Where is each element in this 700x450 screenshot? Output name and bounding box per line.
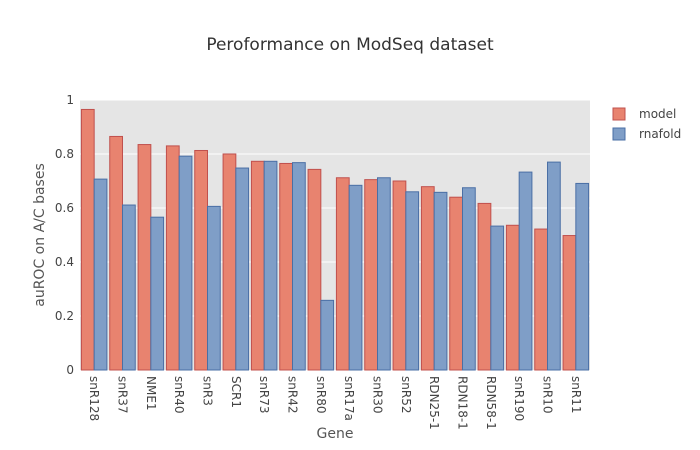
bar-rnafold [405, 191, 420, 371]
legend-swatch-rnafold [612, 127, 626, 141]
y-axis-title: auROC on A/C bases [32, 163, 48, 307]
bar-model [562, 235, 577, 371]
y-tick-labels: 0 0.2 0.4 0.6 0.8 1 [55, 93, 74, 377]
x-tick-label: snR17a [342, 376, 356, 421]
bar-rnafold [490, 225, 505, 371]
bar-rnafold [547, 161, 561, 371]
bar-rnafold [263, 160, 278, 371]
bar-rnafold [93, 178, 108, 371]
bar-model [194, 149, 208, 371]
bar-rnafold [575, 182, 590, 371]
x-tick-label: RDN25-1 [427, 376, 441, 430]
x-tick-label: snR37 [116, 376, 130, 413]
bar-model [449, 196, 463, 371]
bar-rnafold [292, 162, 306, 371]
bar-rnafold [377, 177, 391, 371]
chart-title: Peroformance on ModSeq dataset [206, 35, 494, 55]
x-tick-label: RDN18-1 [456, 376, 470, 430]
plot-background [80, 100, 590, 370]
x-tick-label: snR3 [201, 376, 215, 406]
bars-group [80, 108, 590, 371]
x-tick-label: snR11 [569, 376, 583, 413]
x-tick-label: snR30 [371, 376, 385, 413]
bar-model [477, 202, 492, 371]
x-tick-label: snR10 [541, 376, 555, 413]
legend: model rnafold [612, 107, 681, 141]
x-tick-label: snR42 [286, 376, 300, 413]
bar-model [364, 179, 378, 371]
y-tick-label: 0 [66, 363, 74, 377]
bar-model [279, 162, 293, 371]
bar-model [222, 153, 237, 371]
bar-model [420, 186, 435, 371]
bar-rnafold [462, 187, 476, 371]
x-tick-label: SCR1 [229, 376, 243, 408]
y-tick-label: 0.6 [55, 201, 74, 215]
x-tick-label: NME1 [144, 376, 158, 411]
bar-model [80, 108, 95, 371]
legend-label-model: model [639, 107, 676, 121]
bar-model [165, 145, 180, 371]
bar-model [307, 168, 322, 371]
bar-rnafold [150, 216, 165, 371]
y-tick-label: 0.8 [55, 147, 74, 161]
bar-model [137, 144, 152, 371]
legend-swatch-model [612, 107, 626, 121]
x-tick-label: snR128 [87, 376, 101, 421]
bar-rnafold [122, 204, 136, 371]
bar-rnafold [518, 171, 533, 371]
y-tick-label: 0.4 [55, 255, 74, 269]
bar-model [534, 228, 548, 371]
x-tick-label: snR52 [399, 376, 413, 413]
y-tick-label: 1 [66, 93, 74, 107]
x-tick-label: snR80 [314, 376, 328, 413]
bar-model [392, 180, 407, 371]
bar-rnafold [235, 167, 250, 371]
x-tick-label: snR73 [257, 376, 271, 413]
bar-rnafold [207, 205, 221, 371]
bar-model [505, 224, 520, 371]
x-tick-labels: snR128 snR37 NME1 snR40 snR3 SCR1 snR73 snR42 sn… [87, 376, 583, 430]
bar-rnafold [433, 191, 448, 371]
grid-lines [80, 99, 590, 317]
bar-model [335, 177, 350, 371]
bar-rnafold [178, 155, 193, 371]
bar-model [250, 160, 265, 371]
legend-label-rnafold: rnafold [639, 127, 681, 141]
bar-rnafold [320, 299, 335, 371]
y-tick-label: 0.2 [55, 309, 74, 323]
x-tick-label: RDN58-1 [484, 376, 498, 430]
bar-model [109, 135, 123, 371]
x-tick-label: snR40 [172, 376, 186, 413]
x-axis-title: Gene [317, 426, 354, 442]
bar-rnafold [348, 184, 363, 371]
x-tick-label: snR190 [512, 376, 526, 421]
